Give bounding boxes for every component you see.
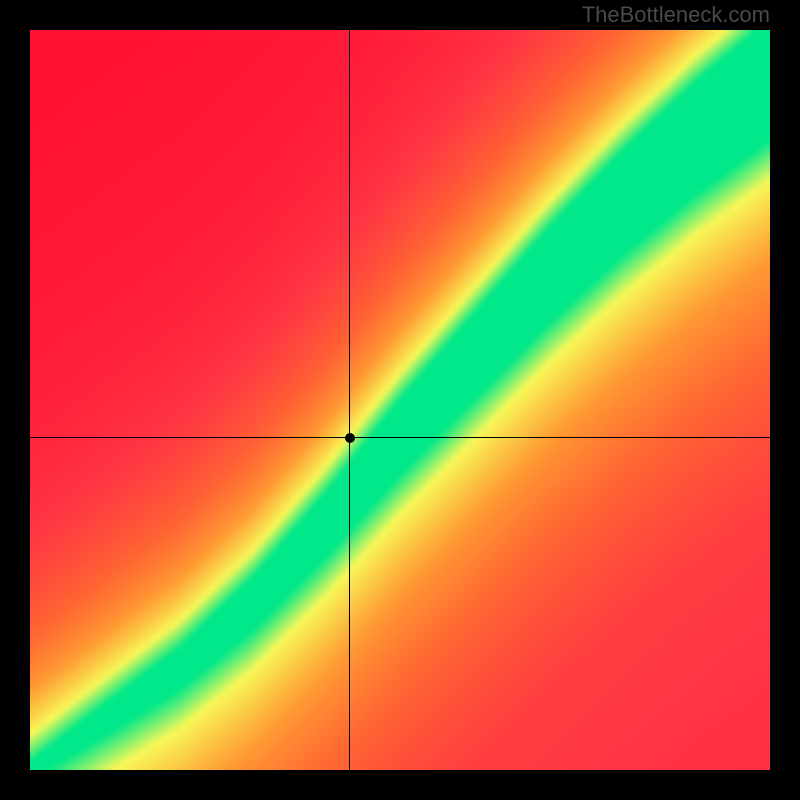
marker-dot	[345, 433, 355, 443]
crosshair-horizontal	[30, 437, 770, 438]
crosshair-vertical	[349, 30, 350, 770]
plot-area	[30, 30, 770, 770]
watermark-text: TheBottleneck.com	[582, 2, 770, 28]
heatmap-canvas	[30, 30, 770, 770]
